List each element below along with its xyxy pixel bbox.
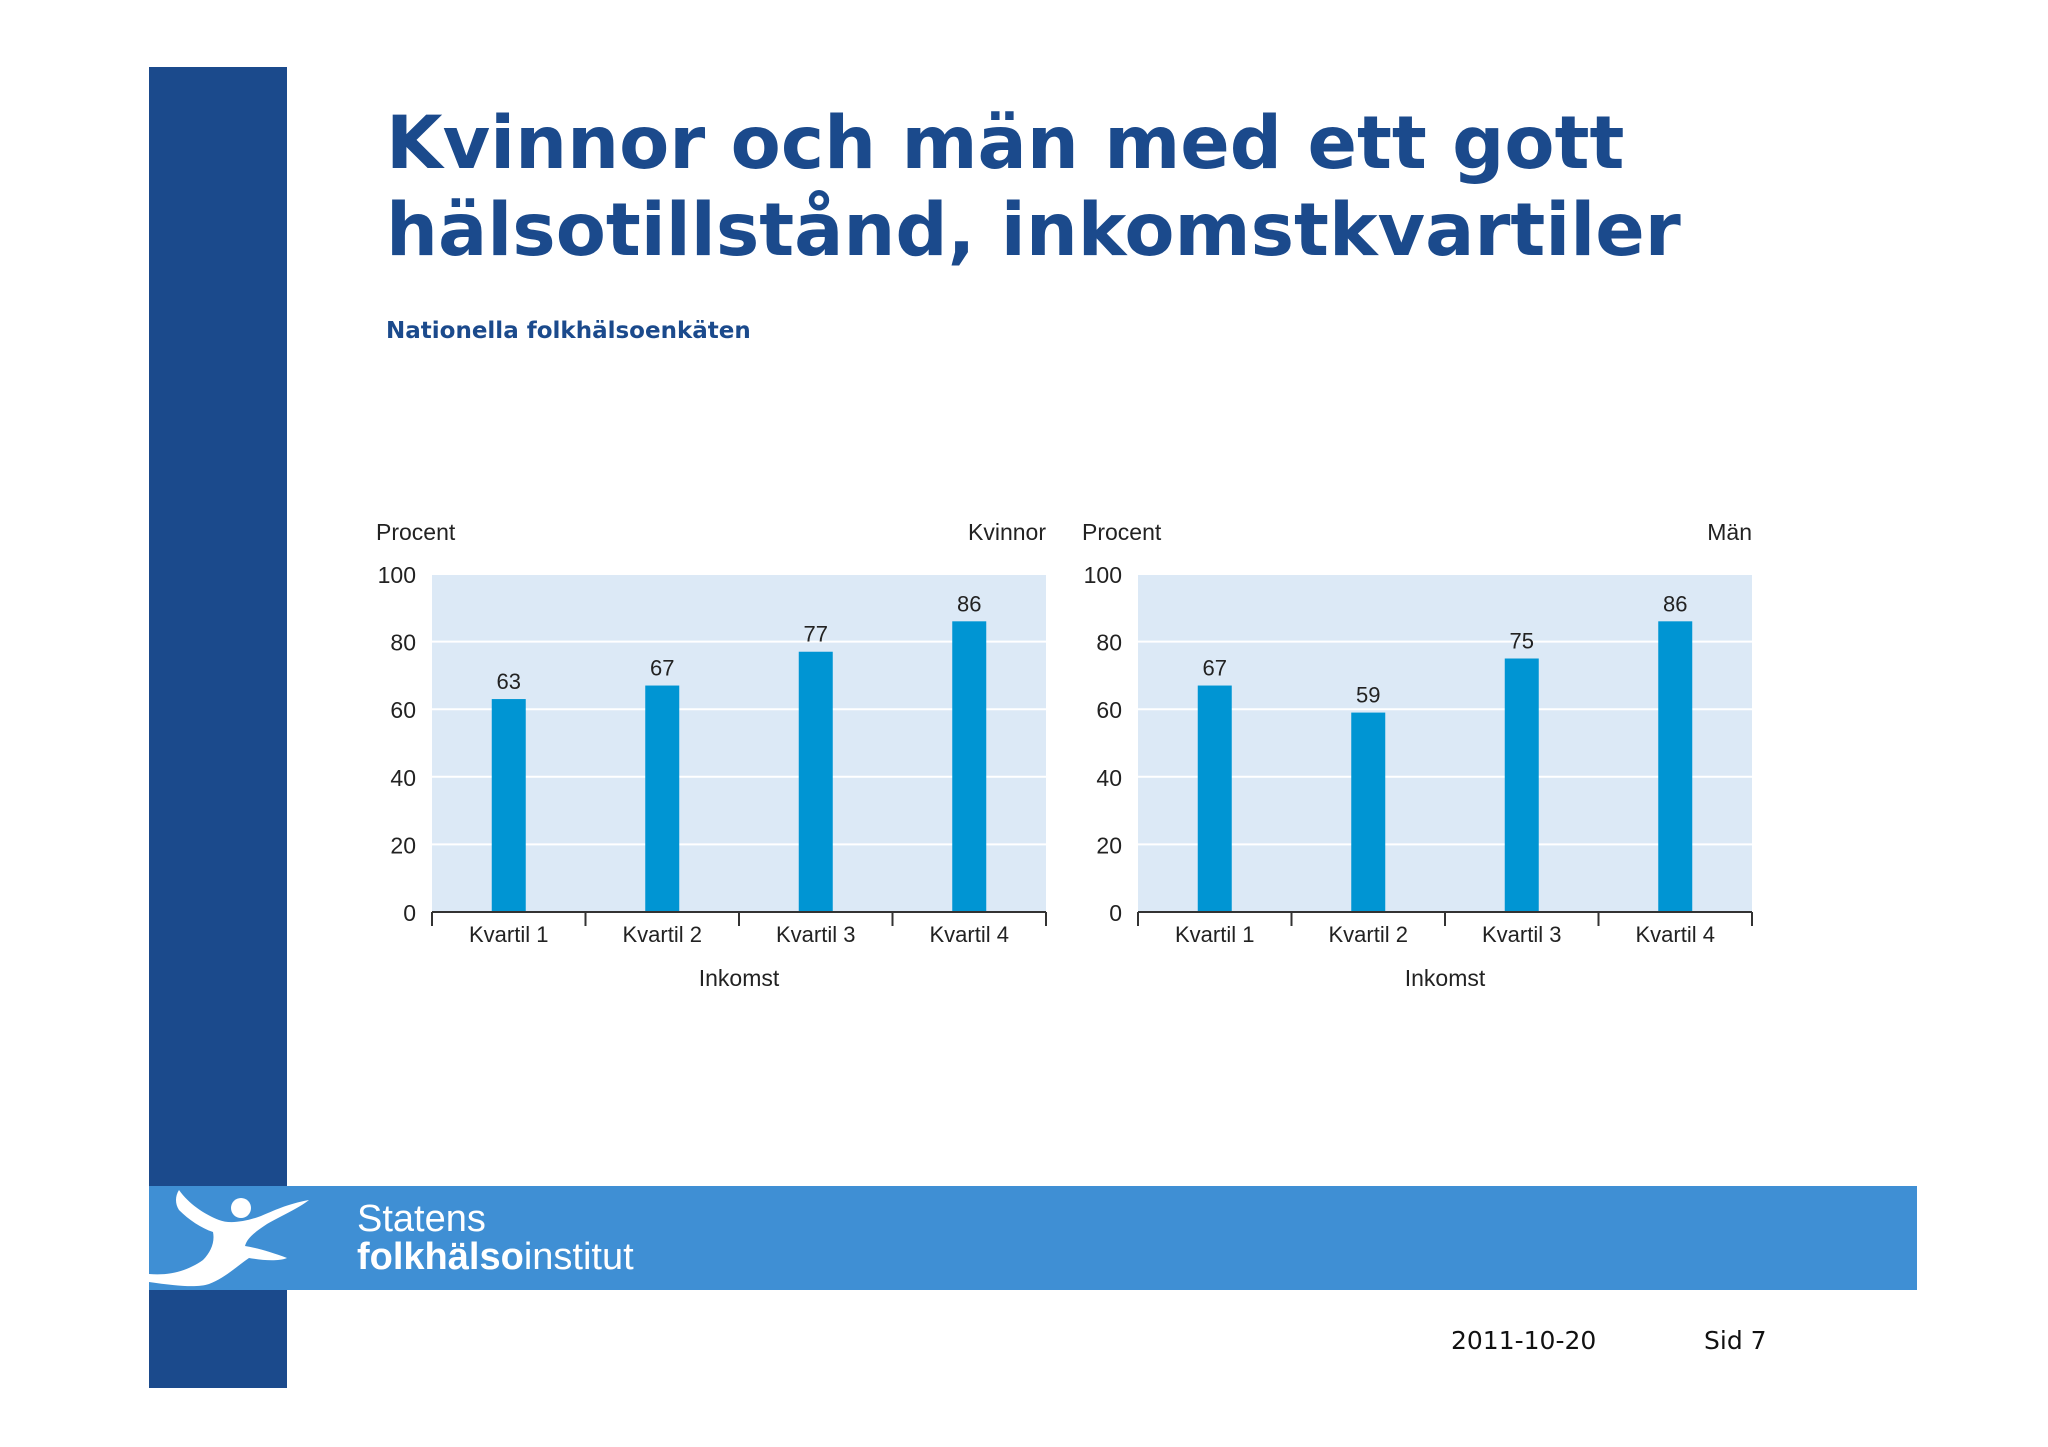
bar (1658, 621, 1693, 912)
chart-man-svg: 0 20 40 60 80 100 67 Kvartil 1 59 Kvartil 2 75 Kvar… (1082, 519, 1753, 991)
y-tick-label: 0 (1109, 900, 1122, 926)
chart-kvinnor-svg: 0 20 40 60 80 100 63 Kvartil 1 67 Kvartil 2 77 Kvar… (376, 519, 1047, 991)
y-tick-label: 80 (1096, 630, 1122, 656)
bar (952, 621, 987, 912)
bar-value-label: 63 (497, 669, 521, 694)
chart-man: 0 20 40 60 80 100 67 Kvartil 1 59 Kvartil 2 75 Kvar… (1066, 500, 1766, 1020)
logo-line-1: Statens (357, 1198, 486, 1240)
footer-page-number: Sid 7 (1704, 1326, 1767, 1355)
x-tick-label: Kvartil 4 (930, 922, 1009, 947)
leaping-figure-icon (149, 1190, 309, 1287)
slide-title: Kvinnor och män med ett gott hälsotillst… (386, 100, 1786, 274)
bar-value-label: 67 (650, 656, 674, 681)
y-tick-label: 100 (1084, 562, 1122, 588)
bar (645, 685, 680, 912)
y-tick-label: 80 (390, 630, 416, 656)
chart-kvinnor: 0 20 40 60 80 100 63 Kvartil 1 67 Kvartil 2 77 Kvar… (360, 500, 1060, 1020)
y-tick-label: 40 (390, 765, 416, 791)
footer-logo-band: Statens folkhälsoinstitut (149, 1186, 1917, 1290)
bar-value-label: 75 (1510, 629, 1534, 654)
bar (1197, 685, 1232, 912)
x-tick-label: Kvartil 4 (1636, 922, 1715, 947)
x-tick-label: Kvartil 1 (1175, 922, 1254, 947)
slide-subtitle: Nationella folkhälsoenkäten (386, 318, 751, 344)
y-axis-label: Procent (376, 519, 456, 545)
y-tick-label: 60 (390, 697, 416, 723)
logo-line-2-regular: institut (523, 1236, 634, 1278)
y-axis-label: Procent (1082, 519, 1162, 545)
bar-value-label: 59 (1356, 683, 1380, 708)
slide-title-line-1: Kvinnor och män med ett gott (386, 101, 1625, 186)
x-tick-label: Kvartil 3 (1482, 922, 1561, 947)
y-tick-label: 60 (1096, 697, 1122, 723)
x-axis-label: Inkomst (699, 965, 780, 991)
y-tick-label: 0 (403, 900, 416, 926)
x-axis-label: Inkomst (1405, 965, 1486, 991)
bar (491, 699, 526, 912)
logo-line-2-bold: folkhälso (357, 1236, 524, 1278)
logo-wordmark: Statens folkhälsoinstitut (357, 1200, 634, 1276)
y-tick-label: 100 (378, 562, 416, 588)
plot-area (432, 574, 1046, 912)
plot-area (1138, 574, 1752, 912)
x-tick-label: Kvartil 2 (623, 922, 702, 947)
bar-value-label: 77 (804, 622, 828, 647)
bar-value-label: 86 (957, 591, 981, 616)
bar-value-label: 86 (1663, 591, 1687, 616)
x-tick-label: Kvartil 1 (469, 922, 548, 947)
left-brand-band (149, 67, 287, 1388)
logo-line-2: folkhälsoinstitut (357, 1238, 634, 1276)
y-tick-label: 20 (1096, 832, 1122, 858)
bar (798, 651, 833, 912)
slide-title-line-2: hälsotillstånd, inkomstkvartiler (386, 188, 1681, 273)
bar-value-label: 67 (1203, 656, 1227, 681)
x-tick-label: Kvartil 3 (776, 922, 855, 947)
panel-label: Kvinnor (968, 519, 1046, 545)
bar (1504, 658, 1539, 912)
footer-date: 2011-10-20 (1451, 1326, 1597, 1355)
x-tick-label: Kvartil 2 (1329, 922, 1408, 947)
y-tick-label: 20 (390, 832, 416, 858)
bar (1351, 712, 1386, 912)
panel-label: Män (1707, 519, 1752, 545)
y-tick-label: 40 (1096, 765, 1122, 791)
